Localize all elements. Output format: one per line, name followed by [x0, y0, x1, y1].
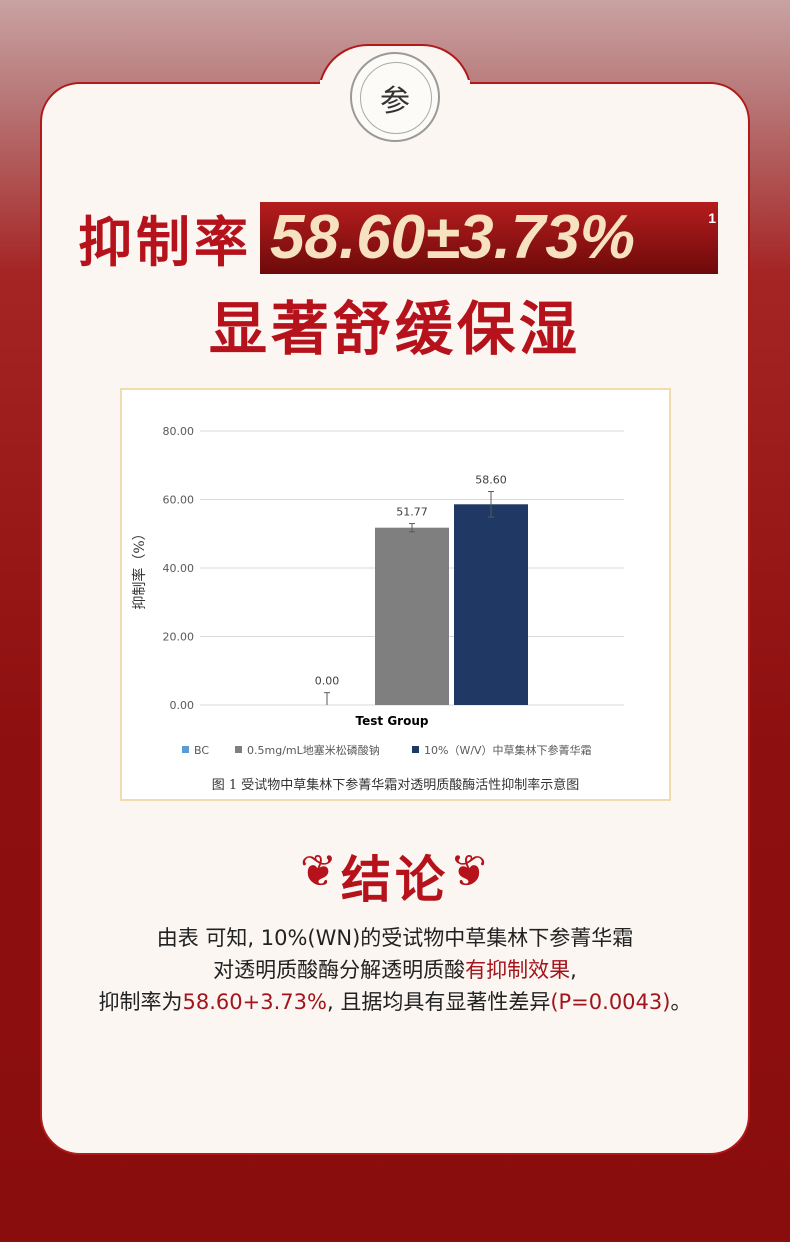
text: , 且据均具有显著性差异: [326, 990, 551, 1014]
x-axis-label: Test Group: [356, 714, 429, 728]
headline-value-box: 58.60±3.73% 1: [260, 201, 718, 274]
laurel-left-icon: ❦: [300, 846, 337, 897]
y-tick-label: 80.00: [163, 425, 195, 438]
legend-swatch: [412, 746, 419, 753]
text: ,: [570, 958, 577, 982]
conclusion-line-3: 抑制率为58.60+3.73%, 且据均具有显著性差异(P=0.0043)。: [0, 986, 790, 1016]
chart-caption: 图 1 受试物中草集林下参菁华霜对透明质酸酶活性抑制率示意图: [211, 778, 580, 793]
bar-2: [454, 504, 528, 705]
highlight: 58.60+3.73%: [182, 990, 327, 1014]
legend-entry: BC: [194, 744, 209, 757]
logo-glyph: 参: [380, 84, 410, 119]
legend-entry: 10%（W/V）中草集林下参菁华霜: [424, 743, 592, 757]
legend-entry: 0.5mg/mL地塞米松磷酸钠: [247, 743, 380, 757]
highlight: 有抑制效果: [465, 958, 571, 982]
conclusion-line-1: 由表 可知, 10%(WN)的受试物中草集林下参菁华霜: [156, 926, 634, 950]
highlight: (P=0.0043): [550, 990, 671, 1014]
headline-prefix: 抑制率: [78, 211, 252, 274]
headline: 抑制率 58.60±3.73% 1: [78, 198, 718, 277]
laurel-right-icon: ❦: [450, 846, 487, 897]
y-tick-label: 40.00: [163, 562, 195, 575]
y-tick-label: 0.00: [170, 699, 195, 712]
legend-swatch: [182, 746, 189, 753]
bar-chart: 0.00 20.00 40.00 60.00 80.00 抑制率（%） 0.00 51.77 5…: [131, 425, 624, 757]
legend-swatch: [235, 746, 242, 753]
data-label: 58.60: [475, 474, 507, 487]
bar-1: [375, 527, 449, 705]
chart-panel: 0.00 20.00 40.00 60.00 80.00 抑制率（%） 0.00 51.77 5…: [120, 388, 671, 801]
text: 抑制率为: [98, 990, 183, 1014]
headline-value: 58.60±3.73%: [270, 202, 635, 272]
y-tick-label: 20.00: [163, 631, 195, 644]
data-label: 51.77: [396, 506, 428, 519]
data-label: 0.00: [315, 675, 340, 688]
conclusion-line-2: 对透明质酸酶分解透明质酸有抑制效果,: [0, 954, 790, 984]
y-tick-label: 60.00: [163, 494, 195, 507]
brand-logo: 参: [350, 52, 440, 142]
conclusion-title: 结论: [341, 851, 449, 909]
text: 。: [670, 990, 692, 1014]
text: 对透明质酸酶分解透明质酸: [213, 958, 466, 982]
footnote-marker: 1: [708, 209, 716, 226]
headline-subtitle: 显著舒缓保湿: [208, 295, 581, 363]
y-axis-label: 抑制率（%）: [131, 526, 148, 609]
